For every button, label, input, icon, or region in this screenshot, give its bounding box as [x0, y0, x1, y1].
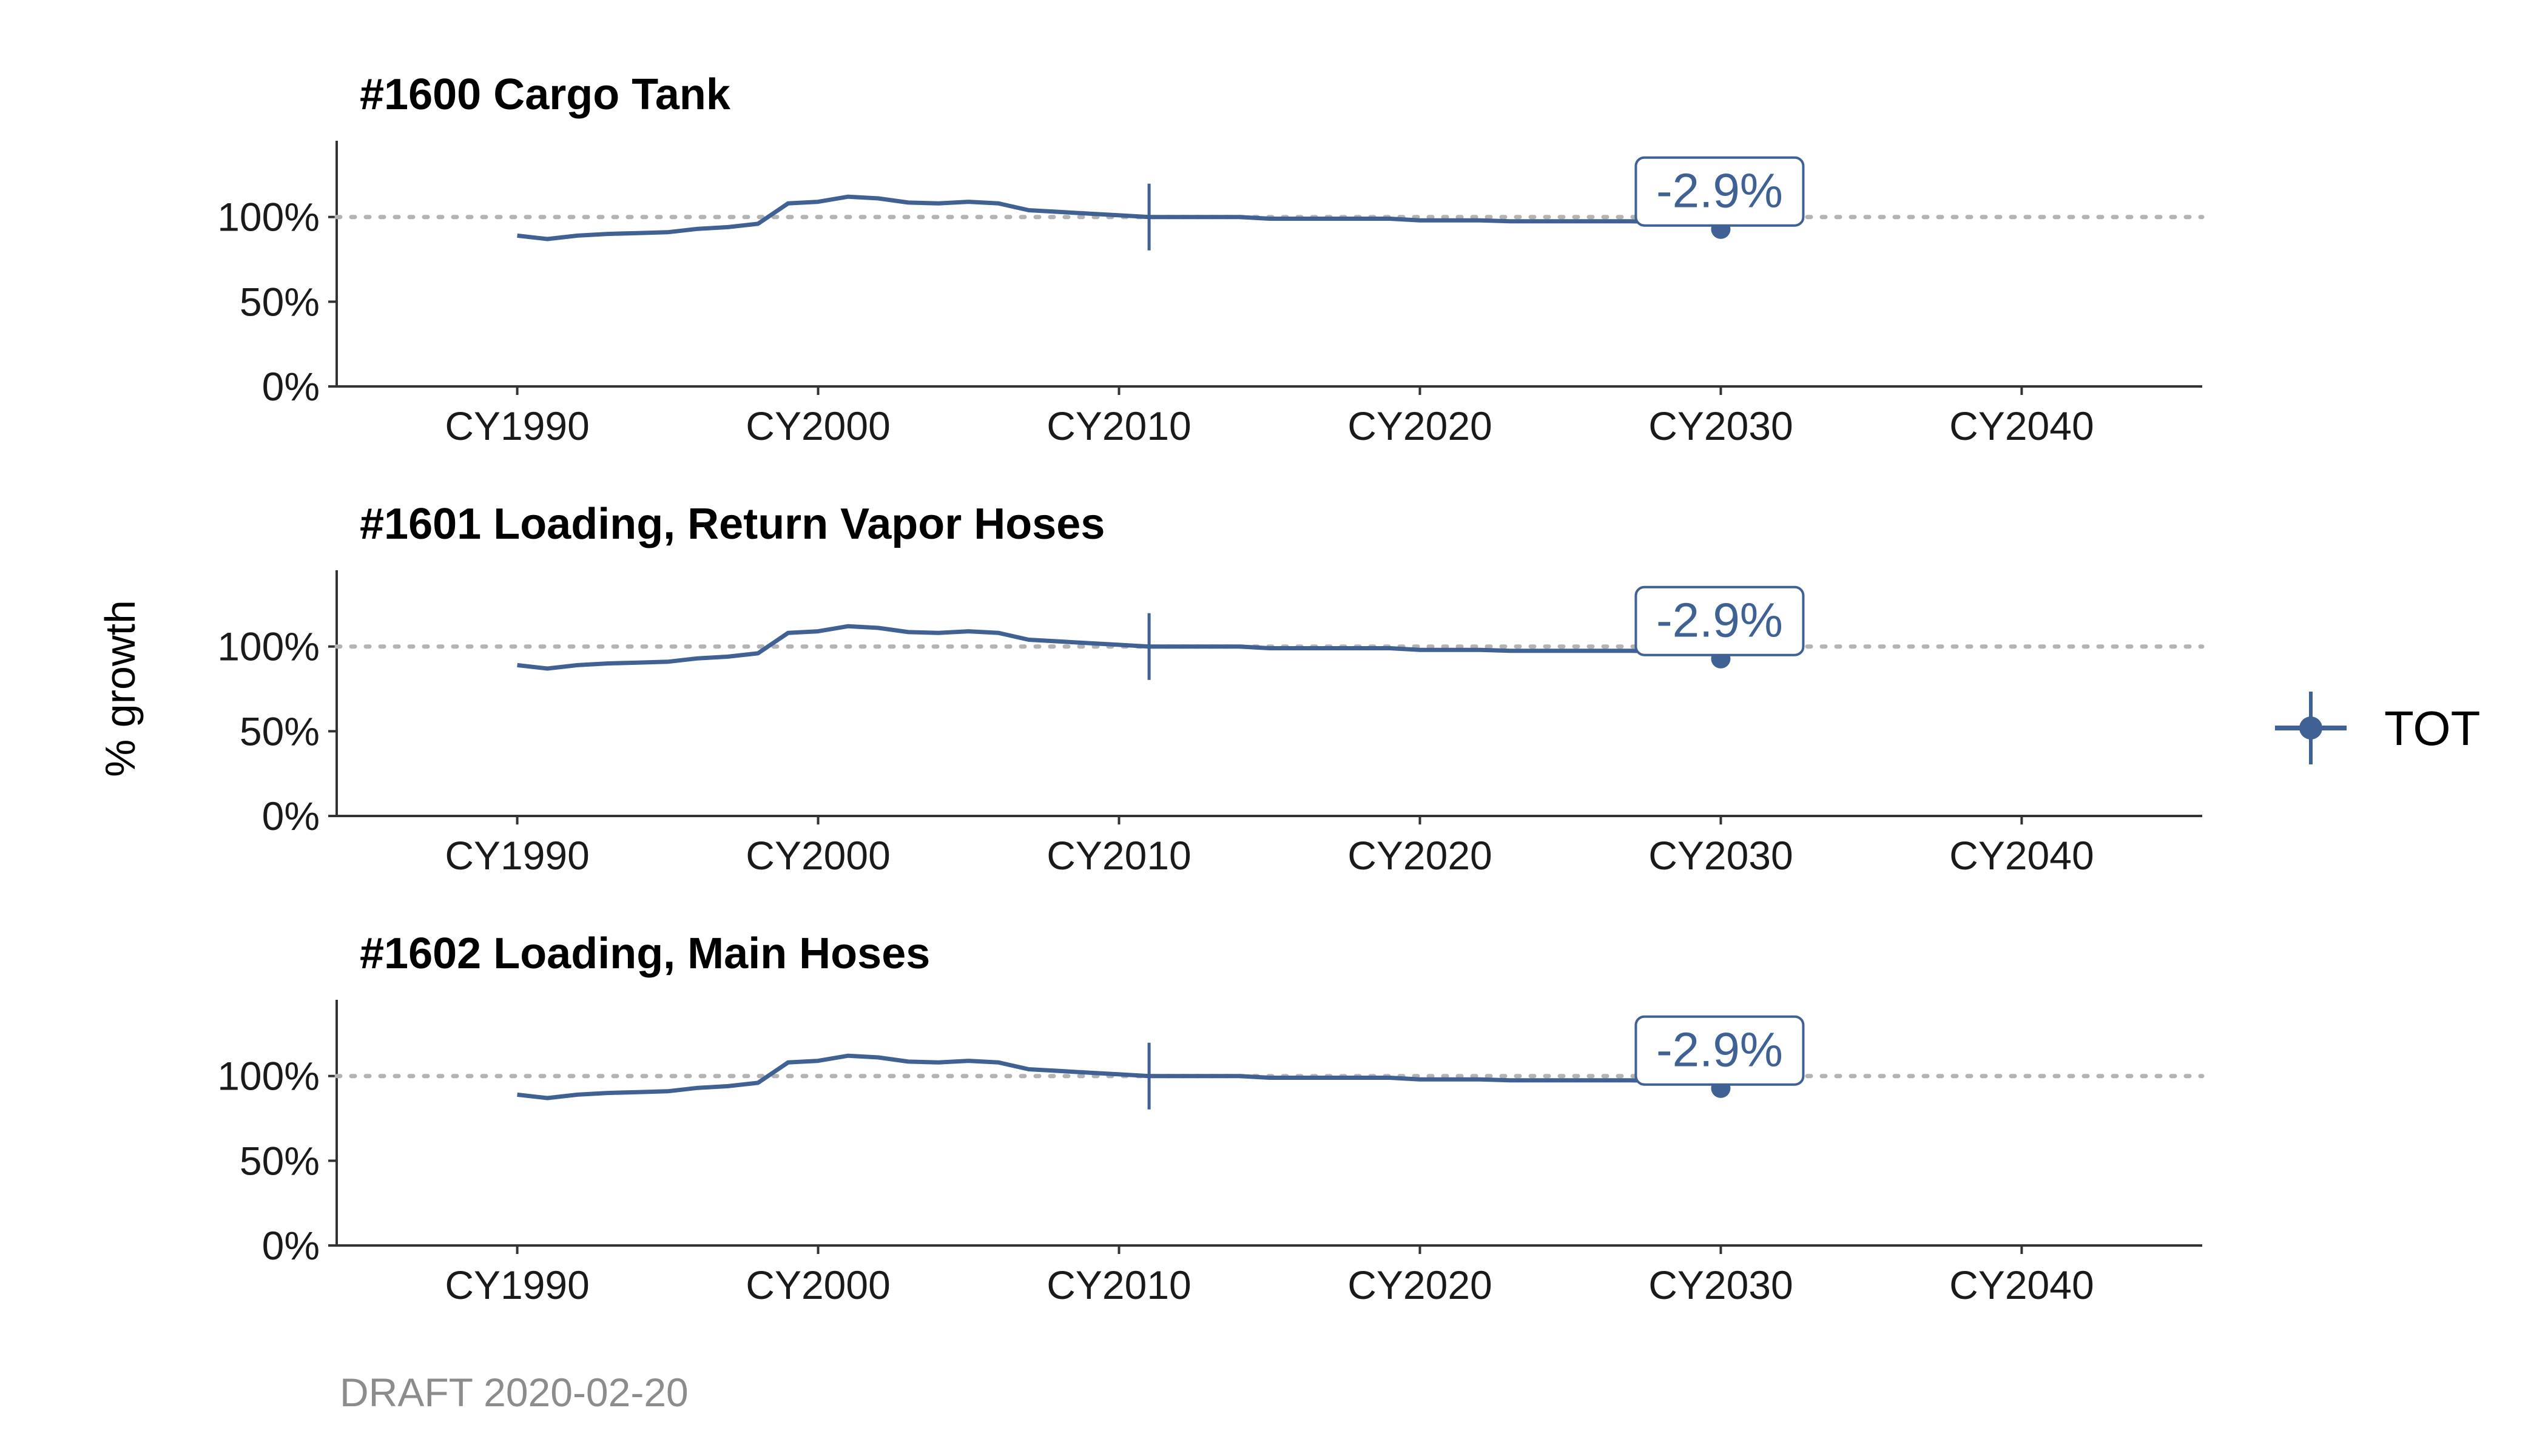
- x-tick-label: CY2020: [1347, 833, 1492, 878]
- x-tick-label: CY2030: [1648, 403, 1793, 448]
- legend-label-tot: TOT: [2384, 701, 2481, 755]
- y-axis-title: % growth: [96, 600, 144, 777]
- x-tick-label: CY2000: [746, 403, 891, 448]
- x-tick-label: CY2030: [1648, 1262, 1793, 1307]
- panels: #1600 Cargo Tank 0% 50% 100% CY1990 CY2000 CY2…: [217, 70, 2205, 1307]
- legend-key-point: [2299, 716, 2322, 740]
- x-tick-label: CY2040: [1949, 1262, 2094, 1307]
- x-tick-label: CY2010: [1046, 403, 1191, 448]
- panel-2: #1601 Loading, Return Vapor Hoses 0% 50% 10…: [217, 500, 2205, 878]
- x-tick-label: CY1990: [445, 833, 590, 878]
- y-tick-label: 100%: [217, 1054, 320, 1099]
- annotation-box: [1634, 585, 1805, 656]
- x-tick-label: CY2040: [1949, 833, 2094, 878]
- annotation-label: -2.9%: [1656, 164, 1783, 218]
- panel-title: #1602 Loading, Main Hoses: [360, 929, 930, 978]
- y-tick-label: 100%: [217, 624, 320, 669]
- panel-3: #1602 Loading, Main Hoses 0% 50% 100% CY1990…: [217, 929, 2205, 1307]
- x-tick-label: CY2000: [746, 1262, 891, 1307]
- y-tick-label: 0%: [262, 1223, 320, 1268]
- x-tick-label: CY2020: [1347, 1262, 1492, 1307]
- x-tick-label: CY2010: [1046, 1262, 1191, 1307]
- y-tick-label: 0%: [262, 364, 320, 409]
- x-tick-label: CY2000: [746, 833, 891, 878]
- y-tick-label: 50%: [240, 709, 320, 753]
- annotation-box: [1634, 1015, 1805, 1086]
- panel-1: #1600 Cargo Tank 0% 50% 100% CY1990 CY2000 CY2…: [217, 70, 2205, 448]
- x-tick-label: CY2020: [1347, 403, 1492, 448]
- x-tick-label: CY2010: [1046, 833, 1191, 878]
- caption: DRAFT 2020-02-20: [340, 1370, 689, 1415]
- panel-title: #1601 Loading, Return Vapor Hoses: [360, 500, 1105, 548]
- y-tick-label: 50%: [240, 1138, 320, 1183]
- y-tick-label: 100%: [217, 195, 320, 240]
- series-line-tot: [517, 1053, 1721, 1100]
- x-tick-label: CY1990: [445, 403, 590, 448]
- annotation-label: -2.9%: [1656, 593, 1783, 647]
- x-tick-label: CY2030: [1648, 833, 1793, 878]
- y-tick-label: 0%: [262, 794, 320, 838]
- y-tick-label: 50%: [240, 279, 320, 324]
- x-tick-label: CY1990: [445, 1262, 590, 1307]
- annotation-label: -2.9%: [1656, 1023, 1783, 1077]
- series-line-tot: [517, 194, 1721, 241]
- x-tick-label: CY2040: [1949, 403, 2094, 448]
- panel-title: #1600 Cargo Tank: [360, 70, 731, 119]
- annotation-box: [1634, 156, 1805, 227]
- legend: TOT: [2275, 692, 2481, 764]
- series-line-tot: [517, 624, 1721, 671]
